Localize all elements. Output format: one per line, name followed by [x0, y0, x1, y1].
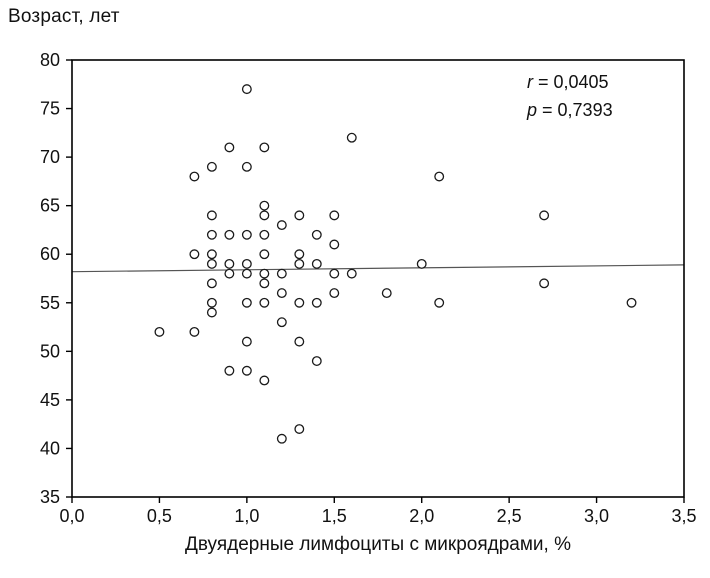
- scatter-point: [241, 336, 252, 347]
- scatter-point: [189, 171, 200, 182]
- scatter-point: [381, 288, 392, 299]
- scatter-point: [276, 433, 287, 444]
- scatter-point: [294, 336, 305, 347]
- scatter-point: [329, 268, 340, 279]
- r-value: = 0,0405: [533, 72, 609, 92]
- scatter-point: [224, 229, 235, 240]
- y-axis-tick-label: 60: [40, 244, 60, 264]
- scatter-point: [294, 424, 305, 434]
- x-axis-tick-label: 2,0: [409, 506, 434, 526]
- scatter-point: [434, 171, 445, 182]
- y-axis-tick-label: 70: [40, 147, 60, 167]
- scatter-point: [434, 297, 445, 308]
- scatter-point: [241, 84, 252, 95]
- scatter-point: [294, 258, 305, 269]
- scatter-point: [241, 365, 252, 376]
- scatter-point: [206, 307, 217, 318]
- scatter-point: [311, 229, 322, 240]
- x-axis-tick-label: 3,0: [584, 506, 609, 526]
- x-axis-tick-label: 2,5: [497, 506, 522, 526]
- scatter-point: [224, 365, 235, 376]
- scatter-point: [259, 278, 270, 289]
- scatter-point: [294, 297, 305, 308]
- scatter-point: [329, 288, 340, 299]
- y-axis-tick-label: 45: [40, 390, 60, 410]
- r-value-line: r = 0,0405: [527, 68, 613, 96]
- y-axis-tick-label: 80: [40, 50, 60, 70]
- scatter-point: [311, 356, 322, 366]
- p-value-line: p = 0,7393: [527, 96, 613, 124]
- scatter-point: [311, 258, 322, 269]
- scatter-point: [539, 278, 550, 289]
- y-axis-tick-label: 75: [40, 99, 60, 119]
- x-axis-tick-label: 3,5: [671, 506, 696, 526]
- y-axis-tick-label: 50: [40, 341, 60, 361]
- scatter-point: [241, 258, 252, 269]
- scatter-point: [206, 249, 217, 260]
- x-axis-tick-label: 0,0: [59, 506, 84, 526]
- scatter-point: [259, 142, 270, 153]
- scatter-point: [259, 297, 270, 308]
- scatter-point: [206, 161, 217, 172]
- scatter-point: [416, 258, 427, 269]
- scatter-point: [241, 161, 252, 172]
- scatter-point: [224, 268, 235, 279]
- scatter-point: [259, 229, 270, 240]
- scatter-point: [276, 288, 287, 299]
- scatter-point: [241, 229, 252, 240]
- stats-annotation: r = 0,0405 p = 0,7393: [527, 68, 613, 124]
- scatter-point: [154, 326, 165, 337]
- scatter-point: [206, 297, 217, 308]
- scatter-point: [224, 258, 235, 269]
- scatter-point: [276, 317, 287, 328]
- x-axis-tick-label: 1,0: [234, 506, 259, 526]
- x-axis-title: Двуядерные лимфоциты с микроядрами, %: [185, 534, 571, 555]
- scatter-point: [626, 297, 637, 308]
- scatter-point: [224, 142, 235, 153]
- scatter-point: [189, 326, 200, 337]
- scatter-point: [241, 268, 252, 279]
- plot-frame: [71, 59, 685, 498]
- x-axis-tick-label: 0,5: [147, 506, 172, 526]
- scatter-point: [206, 210, 217, 221]
- scatter-point: [259, 249, 270, 260]
- scatter-point: [189, 249, 200, 260]
- x-axis-tick-label: 1,5: [322, 506, 347, 526]
- y-axis-tick-label: 65: [40, 196, 60, 216]
- scatter-point: [259, 210, 270, 221]
- scatter-point: [311, 297, 322, 308]
- scatter-point: [539, 210, 550, 221]
- p-value: = 0,7393: [537, 100, 613, 120]
- r-symbol: r: [527, 72, 533, 92]
- scatter-point: [346, 132, 357, 143]
- y-axis-tick-label: 40: [40, 438, 60, 458]
- scatter-point: [294, 210, 305, 221]
- scatter-point: [259, 200, 270, 211]
- scatter-point: [294, 249, 305, 260]
- y-axis-tick-label: 35: [40, 487, 60, 507]
- scatter-point: [329, 210, 340, 221]
- scatter-point: [329, 239, 340, 250]
- y-axis-title: Возраст, лет: [8, 6, 120, 27]
- scatter-point: [206, 258, 217, 269]
- scatter-point: [206, 278, 217, 289]
- scatter-point: [346, 268, 357, 279]
- trend-line: [71, 264, 685, 273]
- scatter-point: [259, 375, 270, 386]
- p-symbol: p: [527, 100, 538, 120]
- scatter-point: [206, 229, 217, 240]
- y-axis-tick-label: 55: [40, 293, 60, 313]
- scatter-point: [241, 297, 252, 308]
- scatter-point: [259, 268, 270, 279]
- scatter-point: [276, 268, 287, 279]
- scatter-point: [276, 220, 287, 231]
